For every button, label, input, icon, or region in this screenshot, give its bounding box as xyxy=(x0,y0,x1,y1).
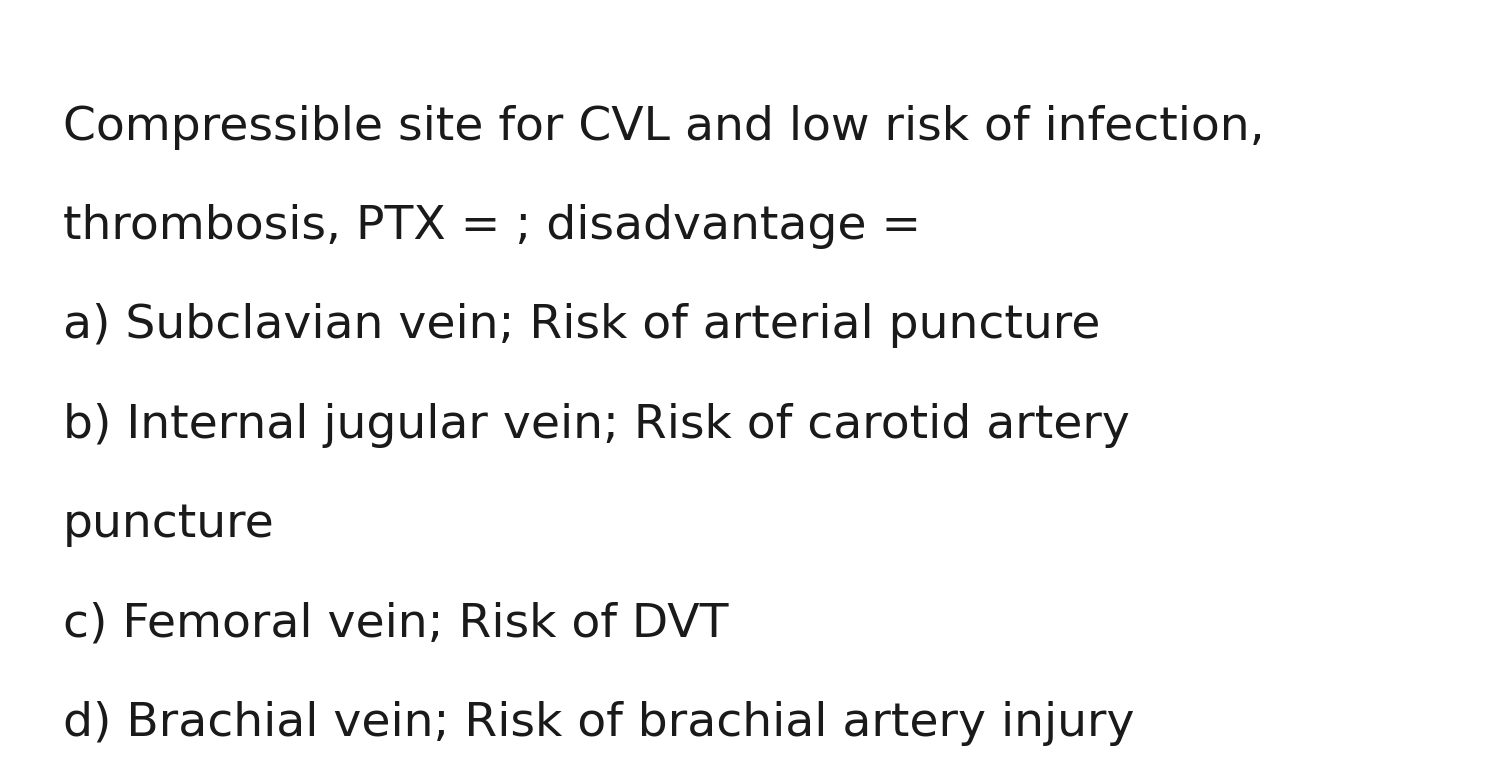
Text: b) Internal jugular vein; Risk of carotid artery: b) Internal jugular vein; Risk of caroti… xyxy=(63,403,1130,448)
Text: a) Subclavian vein; Risk of arterial puncture: a) Subclavian vein; Risk of arterial pun… xyxy=(63,303,1101,348)
Text: c) Femoral vein; Risk of DVT: c) Femoral vein; Risk of DVT xyxy=(63,601,729,646)
Text: d) Brachial vein; Risk of brachial artery injury: d) Brachial vein; Risk of brachial arter… xyxy=(63,701,1134,746)
Text: thrombosis, PTX = ; disadvantage =: thrombosis, PTX = ; disadvantage = xyxy=(63,204,921,249)
Text: Compressible site for CVL and low risk of infection,: Compressible site for CVL and low risk o… xyxy=(63,105,1264,150)
Text: puncture: puncture xyxy=(63,502,274,547)
